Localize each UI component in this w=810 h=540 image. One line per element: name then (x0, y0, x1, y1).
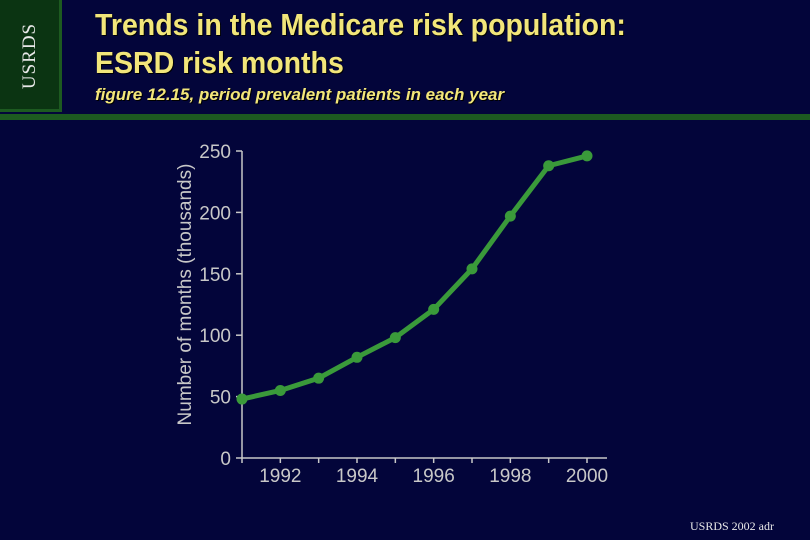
y-axis-label: Number of months (thousands) (175, 164, 196, 426)
series-line (239, 153, 590, 402)
x-tick-label: 1994 (336, 466, 379, 487)
y-tick-label: 100 (199, 326, 231, 347)
x-tick-label: 1998 (489, 466, 531, 487)
y-tick-label: 50 (210, 388, 231, 409)
data-point (274, 384, 286, 396)
data-point (389, 332, 401, 344)
title-line-1: Trends in the Medicare risk population: (95, 7, 626, 42)
title-line-2: ESRD risk months (95, 45, 344, 80)
data-point (504, 210, 516, 222)
data-point (236, 393, 248, 405)
usrds-logo: USRDS (0, 0, 62, 112)
data-point (466, 263, 478, 275)
data-point (313, 372, 325, 384)
y-tick-label: 150 (199, 265, 231, 286)
x-tick-label: 2000 (566, 466, 608, 487)
data-point (543, 160, 555, 172)
y-tick-label: 0 (220, 449, 231, 470)
footer-credit: USRDS 2002 adr (689, 519, 774, 533)
header-divider (0, 114, 810, 120)
y-tick-label: 250 (199, 142, 231, 163)
data-point (351, 351, 363, 363)
figure-caption: figure 12.15, period prevalent patients … (95, 85, 505, 104)
data-point (581, 150, 593, 162)
page-title: Trends in the Medicare risk population: … (95, 6, 739, 82)
x-tick-label: 1996 (413, 466, 455, 487)
x-tick-label: 1992 (259, 466, 301, 487)
data-point (428, 303, 440, 315)
y-tick-label: 200 (199, 203, 231, 224)
